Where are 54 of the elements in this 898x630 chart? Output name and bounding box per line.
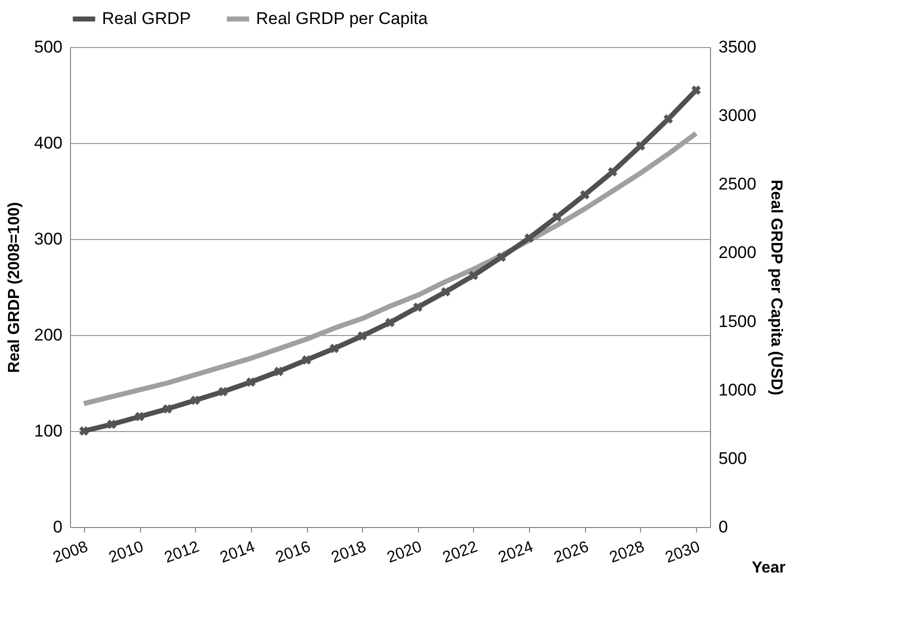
- y-tick-label: 0: [53, 518, 62, 536]
- y-tick-label: 100: [34, 422, 62, 440]
- y2-tick-label: 2000: [718, 243, 756, 262]
- y2-tick-label: 1500: [718, 312, 756, 331]
- x-tick-label: 2030: [663, 538, 702, 567]
- y2-tick-label: 3500: [718, 38, 756, 56]
- point: [468, 270, 478, 280]
- y-tick-label: 300: [34, 230, 62, 248]
- point: [190, 396, 200, 405]
- point: [636, 141, 646, 151]
- x-tick-label: 2018: [329, 538, 369, 567]
- x-tick-label: 2022: [440, 538, 480, 567]
- x-tick-label: 2026: [552, 538, 592, 567]
- point: [385, 318, 395, 328]
- point: [608, 167, 618, 176]
- x-tick-label: 2028: [607, 538, 647, 567]
- x-axis-title: Year: [752, 560, 786, 576]
- y2-tick-label: 0: [718, 518, 728, 536]
- point: [107, 420, 116, 429]
- point: [440, 287, 450, 296]
- x-tick-label: 2016: [274, 538, 313, 567]
- y-axis-title: Real GRDP (2008=100): [6, 202, 24, 373]
- x-tick-label: 2020: [384, 538, 424, 567]
- y-tick-label: 400: [34, 134, 62, 152]
- point: [357, 331, 367, 341]
- y2-tick-label: 1000: [718, 380, 756, 400]
- x-tick-label: 2014: [218, 538, 258, 567]
- point: [552, 212, 562, 222]
- x-tick-label: 2024: [496, 538, 536, 567]
- y-tick-label: 200: [34, 326, 62, 344]
- y2-tick-label: 3000: [718, 106, 756, 126]
- x-tick-label: 2010: [106, 538, 146, 567]
- point: [664, 114, 673, 124]
- y-tick-label: 500: [34, 38, 62, 56]
- x-tick-label: 2008: [50, 538, 90, 567]
- point: [302, 355, 312, 365]
- point: [134, 412, 144, 422]
- point: [162, 404, 172, 414]
- point: [79, 426, 89, 436]
- point: [246, 377, 256, 387]
- point: [218, 386, 228, 396]
- point: [580, 190, 590, 200]
- point: [496, 252, 506, 262]
- point: [330, 344, 340, 354]
- y2-tick-label: 2500: [718, 174, 756, 194]
- legend-label: Real GRDP: [102, 9, 191, 28]
- y2-axis-title: Real GRDP per Capita (USD): [767, 180, 784, 396]
- y2-tick-label: 500: [718, 448, 747, 468]
- x-tick-label: 2012: [162, 538, 202, 567]
- point: [691, 86, 701, 95]
- point: [413, 302, 423, 312]
- legend-label: Real GRDP per Capita: [256, 9, 428, 28]
- point: [274, 366, 284, 376]
- point: [524, 233, 534, 243]
